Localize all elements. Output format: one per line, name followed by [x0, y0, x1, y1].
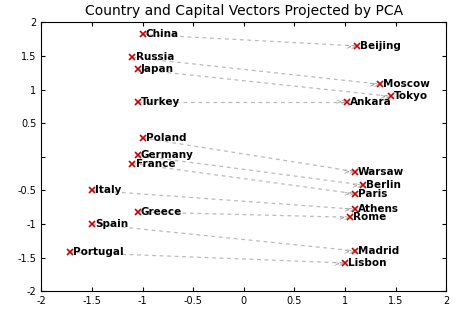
Text: >>: >>	[342, 206, 354, 212]
Text: Greece: Greece	[140, 207, 181, 217]
Text: Italy: Italy	[95, 185, 121, 196]
Title: Country and Capital Vectors Projected by PCA: Country and Capital Vectors Projected by…	[84, 4, 402, 19]
Text: Athens: Athens	[358, 204, 398, 214]
Text: Beijing: Beijing	[359, 41, 400, 51]
Text: >>: >>	[342, 248, 354, 254]
Text: >>: >>	[351, 182, 363, 188]
Text: >>: >>	[368, 81, 380, 87]
Text: China: China	[146, 29, 179, 39]
Text: >>: >>	[342, 191, 354, 197]
Text: Tokyo: Tokyo	[393, 91, 427, 101]
Text: Warsaw: Warsaw	[358, 167, 403, 177]
Text: Rome: Rome	[353, 212, 386, 222]
Text: Moscow: Moscow	[383, 79, 430, 89]
Text: France: France	[135, 158, 174, 169]
Text: Paris: Paris	[358, 189, 386, 199]
Text: Russia: Russia	[135, 52, 174, 62]
Text: Portugal: Portugal	[73, 247, 123, 257]
Text: >>: >>	[335, 99, 346, 105]
Text: Lisbon: Lisbon	[347, 258, 386, 268]
Text: >>: >>	[345, 43, 356, 49]
Text: Japan: Japan	[140, 64, 173, 75]
Text: >>: >>	[378, 93, 390, 99]
Text: Ankara: Ankara	[349, 97, 391, 107]
Text: Poland: Poland	[146, 133, 186, 143]
Text: >>: >>	[337, 214, 349, 220]
Text: >>: >>	[342, 169, 354, 175]
Text: Germany: Germany	[140, 150, 193, 160]
Text: >>: >>	[332, 260, 344, 266]
Text: Berlin: Berlin	[365, 180, 400, 190]
Text: Spain: Spain	[95, 219, 128, 229]
Text: Madrid: Madrid	[358, 246, 398, 256]
Text: Turkey: Turkey	[140, 97, 179, 107]
